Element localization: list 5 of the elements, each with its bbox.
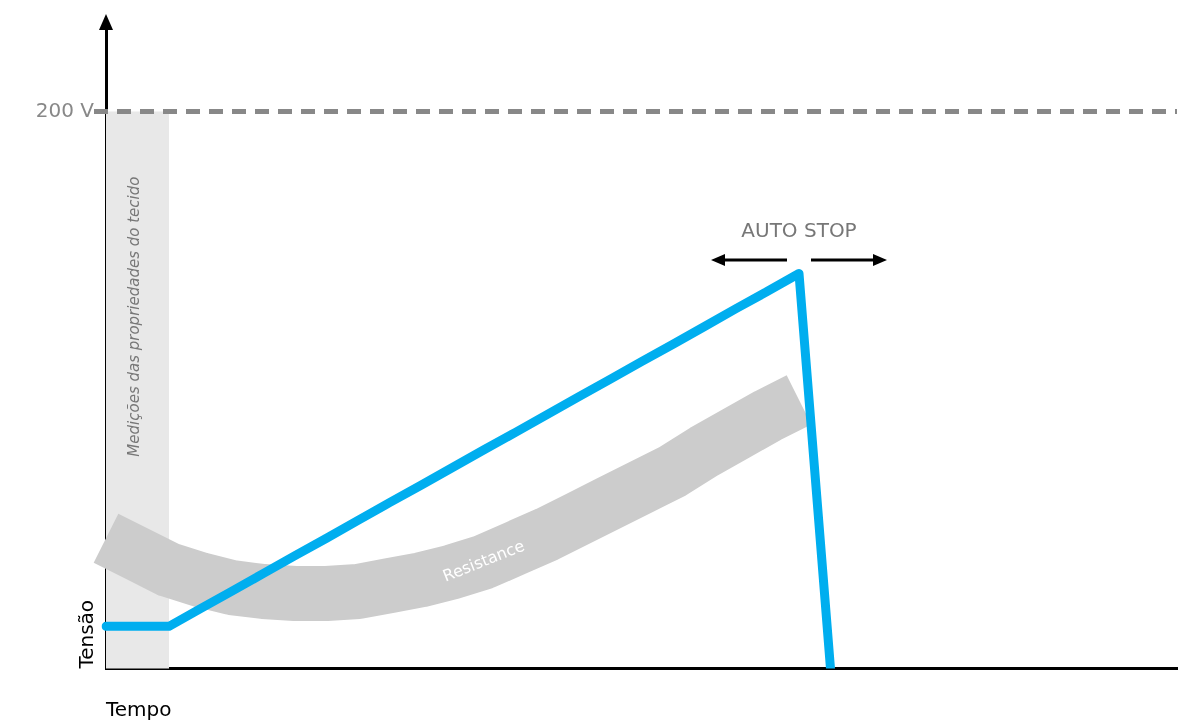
x-axis-title: Tempo: [105, 697, 172, 722]
ref-line-label: 200 V: [35, 97, 95, 122]
annotation: Medições das propriedades do tecido: [125, 176, 144, 457]
y-axis-title: Tensão: [74, 599, 99, 670]
text: AUTO STOP: [741, 217, 857, 242]
